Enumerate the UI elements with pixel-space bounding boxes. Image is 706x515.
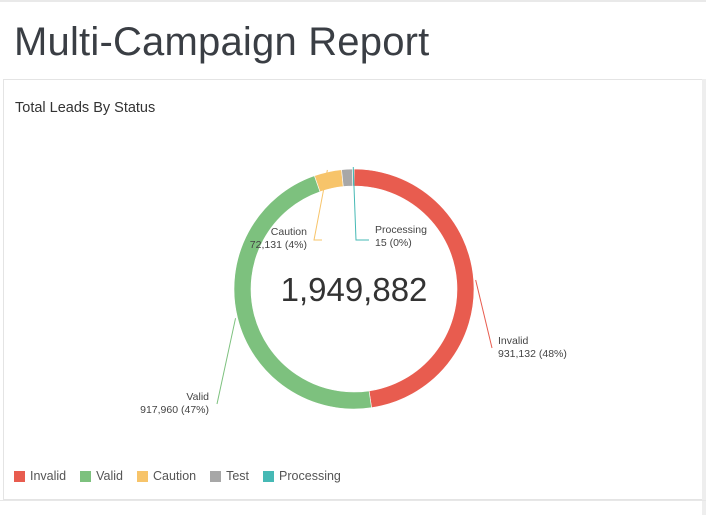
center-total-label: 1,949,882 <box>281 271 428 308</box>
donut-slice-test[interactable] <box>342 169 353 187</box>
bottom-rule <box>0 500 706 501</box>
legend-swatch-caution <box>137 471 148 482</box>
callout-value-valid: 917,960 (47%) <box>140 404 209 416</box>
chart-legend: Invalid Valid Caution Test Processing <box>14 469 355 483</box>
legend-swatch-invalid <box>14 471 25 482</box>
legend-item-processing[interactable]: Processing <box>263 469 341 483</box>
callout-line-invalid <box>476 280 492 348</box>
legend-item-test[interactable]: Test <box>210 469 249 483</box>
callout-name-caution: Caution <box>271 226 307 238</box>
legend-label-invalid: Invalid <box>30 469 66 483</box>
legend-swatch-processing <box>263 471 274 482</box>
callout-name-processing: Processing <box>375 224 427 236</box>
panel-right-rule <box>702 79 706 515</box>
callout-name-valid: Valid <box>186 391 209 403</box>
legend-swatch-valid <box>80 471 91 482</box>
chart-panel: Total Leads By Status Invalid 931,132 (48… <box>3 79 703 500</box>
page-title: Multi-Campaign Report <box>14 20 429 65</box>
callout-value-processing: 15 (0%) <box>375 237 412 249</box>
callout-value-caution: 72,131 (4%) <box>250 239 307 251</box>
legend-item-caution[interactable]: Caution <box>137 469 196 483</box>
callout-name-invalid: Invalid <box>498 335 529 347</box>
callout-value-invalid: 931,132 (48%) <box>498 348 567 360</box>
callout-line-valid <box>217 318 236 404</box>
legend-label-test: Test <box>226 469 249 483</box>
legend-label-caution: Caution <box>153 469 196 483</box>
legend-item-invalid[interactable]: Invalid <box>14 469 66 483</box>
legend-swatch-test <box>210 471 221 482</box>
legend-label-processing: Processing <box>279 469 341 483</box>
legend-item-valid[interactable]: Valid <box>80 469 123 483</box>
donut-slice-caution[interactable] <box>314 170 343 192</box>
legend-label-valid: Valid <box>96 469 123 483</box>
page-top-border <box>0 0 706 2</box>
